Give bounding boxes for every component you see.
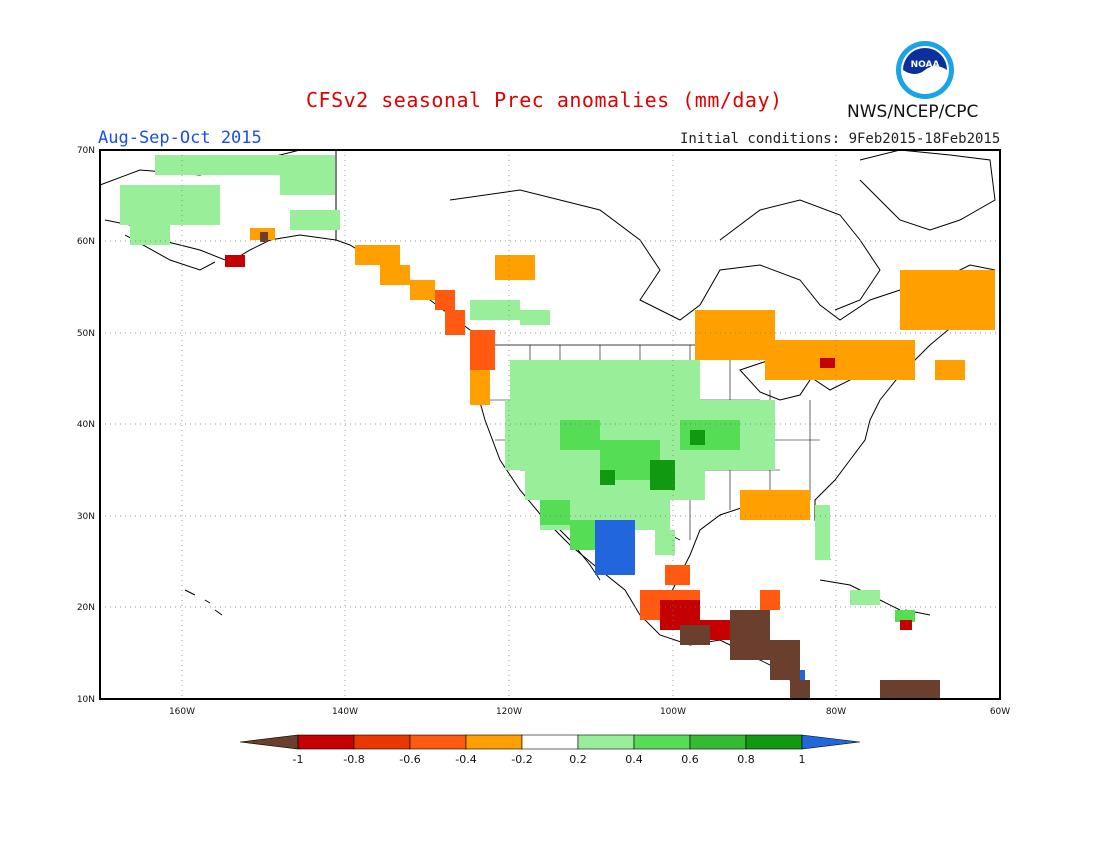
lon-label: 120W bbox=[496, 707, 522, 717]
colorbar-label: 0.8 bbox=[737, 753, 755, 766]
colorbar-swatch bbox=[577, 734, 635, 750]
anomaly-cells bbox=[120, 155, 995, 698]
colorbar-label: -0.8 bbox=[343, 753, 364, 766]
colorbar-label: 0.4 bbox=[625, 753, 643, 766]
season-label: Aug-Sep-Oct 2015 bbox=[98, 128, 262, 148]
initial-conditions-label: Initial conditions: 9Feb2015-18Feb2015 bbox=[680, 131, 1001, 147]
colorbar-label: -0.6 bbox=[399, 753, 420, 766]
colorbar-label: -0.2 bbox=[511, 753, 532, 766]
lat-label: 40N bbox=[77, 420, 95, 430]
colorbar-swatch bbox=[689, 734, 747, 750]
lat-label: 20N bbox=[77, 603, 95, 613]
colorbar-swatch bbox=[409, 734, 467, 750]
colorbar-label: -1 bbox=[293, 753, 304, 766]
colorbar-label: 0.6 bbox=[681, 753, 699, 766]
lat-label: 30N bbox=[77, 512, 95, 522]
colorbar-swatch bbox=[745, 734, 803, 750]
noaa-logo: NOAA bbox=[896, 41, 954, 99]
lon-label: 80W bbox=[826, 707, 846, 717]
colorbar-swatch bbox=[465, 734, 523, 750]
colorbar-label: 1 bbox=[799, 753, 806, 766]
lon-label: 100W bbox=[660, 707, 686, 717]
noaa-logo-text: NOAA bbox=[911, 60, 940, 70]
lat-label: 60N bbox=[77, 237, 95, 247]
lon-label: 60W bbox=[990, 707, 1010, 717]
gridlines bbox=[100, 150, 1000, 699]
map-frame bbox=[99, 149, 1001, 700]
lat-label: 10N bbox=[77, 695, 95, 705]
lon-labels: 160W 140W 120W 100W 80W 60W bbox=[169, 707, 1010, 717]
lat-label: 70N bbox=[77, 146, 95, 156]
lon-label: 140W bbox=[332, 707, 358, 717]
colorbar-swatch bbox=[297, 734, 355, 750]
colorbar-label: 0.2 bbox=[569, 753, 587, 766]
agency-label: NWS/NCEP/CPC bbox=[847, 102, 979, 122]
colorbar-right-arrow bbox=[801, 734, 861, 750]
colorbar: -1 -0.8 -0.6 -0.4 -0.2 0.2 0.4 0.6 0.8 1 bbox=[239, 734, 861, 766]
lat-label: 50N bbox=[77, 329, 95, 339]
lon-label: 160W bbox=[169, 707, 195, 717]
colorbar-swatch bbox=[353, 734, 411, 750]
colorbar-swatch bbox=[521, 734, 579, 750]
chart-title: CFSv2 seasonal Prec anomalies (mm/day) bbox=[306, 88, 783, 112]
colorbar-label: -0.4 bbox=[455, 753, 476, 766]
colorbar-swatch bbox=[633, 734, 691, 750]
lat-labels: 70N 60N 50N 40N 30N 20N 10N bbox=[77, 146, 95, 705]
colorbar-left-arrow bbox=[239, 734, 299, 750]
